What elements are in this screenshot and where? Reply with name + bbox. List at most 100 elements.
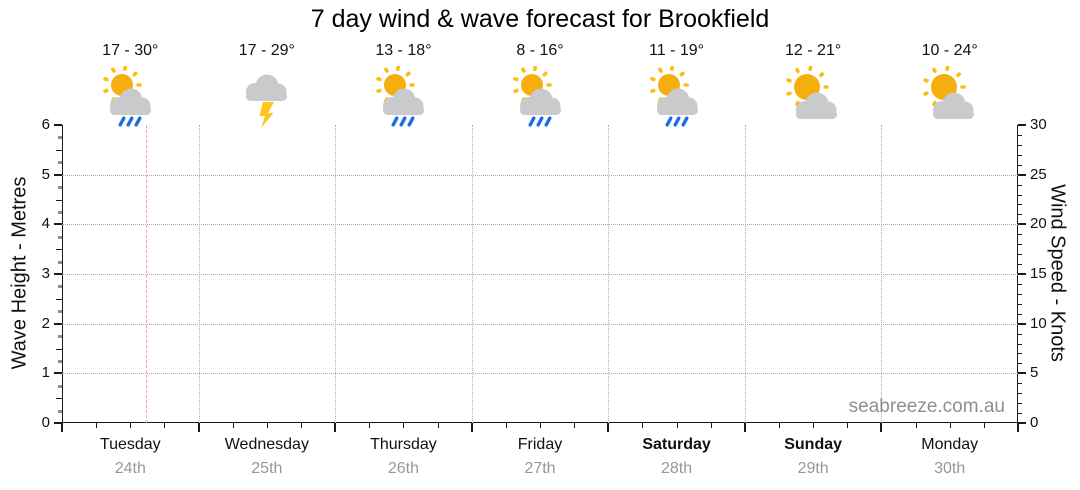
right-major-tick	[1018, 173, 1026, 176]
right-major-tick	[1018, 372, 1026, 375]
bottom-minor-tick	[574, 423, 576, 428]
right-minor-tick	[1018, 204, 1022, 206]
watermark: seabreeze.com.au	[848, 396, 1005, 417]
sun-cloud-rain-icon	[371, 65, 435, 130]
bottom-major-tick	[743, 423, 746, 432]
day-boundary-gridline	[744, 125, 746, 423]
wind-tick-label: 20	[1030, 215, 1047, 233]
h-gridline	[62, 274, 1018, 275]
bottom-minor-tick	[266, 423, 268, 428]
bottom-minor-tick	[437, 423, 439, 428]
left-quarter-tick	[58, 409, 62, 413]
left-quarter-tick	[58, 384, 62, 388]
left-quarter-tick	[58, 210, 62, 214]
current-time-marker	[146, 125, 147, 423]
day-temp-range: 8 - 16°	[516, 42, 564, 59]
right-minor-tick	[1018, 393, 1022, 395]
day-name: Thursday	[370, 436, 437, 453]
sun-cloud-rain-icon	[645, 65, 709, 130]
left-quarter-tick	[58, 235, 62, 239]
bottom-minor-tick	[232, 423, 234, 428]
bottom-minor-tick	[130, 423, 132, 428]
left-major-tick	[54, 322, 62, 325]
day-boundary-gridline	[608, 125, 610, 423]
right-minor-tick	[1018, 164, 1022, 166]
bottom-minor-tick	[164, 423, 166, 428]
bottom-minor-tick	[301, 423, 302, 428]
left-major-tick	[54, 422, 62, 424]
wave-tick-label: 0	[41, 414, 50, 431]
right-minor-tick	[1018, 363, 1022, 365]
day-date: 26th	[387, 460, 419, 477]
wave-tick-label: 6	[41, 116, 50, 133]
sun-cloud-icon	[918, 65, 982, 130]
bottom-minor-tick	[949, 423, 951, 428]
chart-title: 7 day wind & wave forecast for Brookfiel…	[310, 5, 770, 33]
right-minor-tick	[1018, 403, 1022, 405]
left-major-tick	[54, 372, 62, 375]
right-major-tick	[1018, 273, 1026, 275]
bottom-minor-tick	[369, 423, 371, 428]
right-minor-tick	[1018, 244, 1022, 246]
right-minor-tick	[1018, 383, 1022, 385]
left-quarter-tick	[58, 136, 62, 140]
day-boundary-gridline	[471, 125, 473, 423]
right-minor-tick	[1018, 333, 1022, 335]
left-quarter-tick	[58, 335, 62, 339]
bottom-major-tick	[1017, 423, 1019, 432]
day-date: 29th	[797, 460, 829, 477]
wind-tick-label: 15	[1030, 265, 1047, 282]
h-gridline	[62, 373, 1018, 375]
left-major-tick	[54, 273, 62, 275]
day-name: Sunday	[784, 436, 843, 453]
h-gridline	[62, 323, 1018, 325]
day-boundary-gridline	[198, 125, 200, 423]
bottom-minor-tick	[983, 423, 985, 428]
left-half-tick	[56, 298, 62, 300]
bottom-minor-tick	[847, 423, 849, 428]
right-minor-tick	[1018, 264, 1022, 266]
right-minor-tick	[1018, 184, 1022, 186]
day-temp-range: 17 - 29°	[238, 42, 295, 59]
day-date: 30th	[934, 460, 966, 477]
left-quarter-tick	[58, 359, 62, 363]
wave-tick-label: 4	[41, 215, 50, 233]
bottom-major-tick	[470, 423, 473, 432]
h-gridline	[62, 174, 1018, 176]
day-boundary-gridline	[881, 125, 883, 423]
right-minor-tick	[1018, 144, 1022, 146]
wave-tick-label: 5	[41, 165, 50, 183]
day-date: 27th	[524, 460, 556, 477]
left-major-tick	[54, 173, 62, 176]
bottom-minor-tick	[915, 423, 917, 428]
wave-tick-label: 3	[41, 265, 50, 282]
bottom-minor-tick	[403, 423, 405, 428]
right-major-tick	[1018, 322, 1026, 325]
wind-tick-label: 25	[1030, 165, 1047, 183]
left-major-tick	[54, 124, 62, 126]
wind-tick-label: 0	[1030, 414, 1039, 431]
right-minor-tick	[1018, 283, 1022, 285]
bottom-minor-tick	[96, 423, 98, 428]
bottom-major-tick	[61, 423, 63, 432]
bottom-minor-tick	[813, 423, 815, 428]
right-minor-tick	[1018, 293, 1022, 295]
bottom-major-tick	[334, 423, 337, 432]
bottom-minor-tick	[779, 423, 780, 428]
bottom-major-tick	[197, 423, 200, 432]
day-temp-range: 12 - 21°	[785, 42, 842, 59]
right-major-tick	[1018, 223, 1026, 226]
bottom-minor-tick	[710, 423, 712, 428]
wind-tick-label: 5	[1030, 364, 1039, 382]
left-quarter-tick	[58, 285, 62, 289]
day-date: 25th	[251, 460, 283, 477]
right-minor-tick	[1018, 313, 1022, 315]
day-name: Tuesday	[99, 436, 161, 453]
right-major-tick	[1018, 124, 1026, 126]
left-half-tick	[56, 348, 62, 350]
bottom-major-tick	[607, 423, 610, 432]
right-minor-tick	[1018, 254, 1022, 256]
left-quarter-tick	[58, 310, 62, 314]
left-major-tick	[54, 223, 62, 226]
